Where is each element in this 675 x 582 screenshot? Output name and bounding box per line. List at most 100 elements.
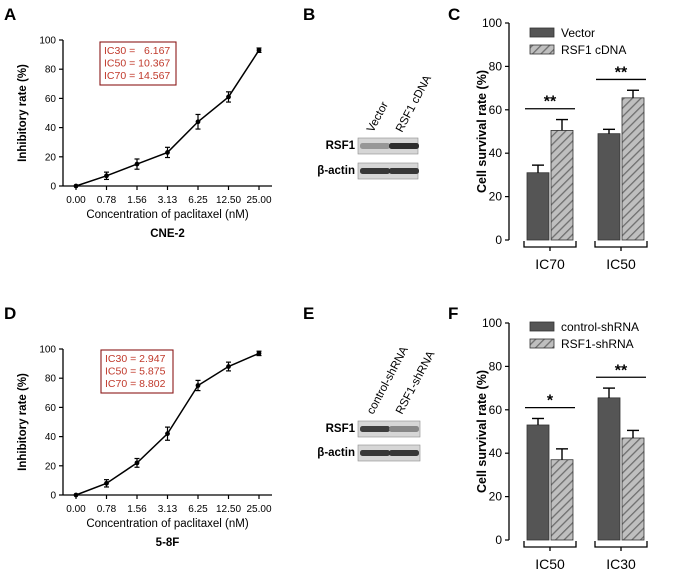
- blot-band: [360, 143, 390, 149]
- y-tick-label: 80: [45, 65, 57, 76]
- blot-band: [360, 426, 390, 432]
- data-point: [165, 150, 170, 155]
- significance-marker: *: [547, 393, 554, 410]
- chart-title: CNE-2: [150, 228, 185, 240]
- y-tick-label: 60: [45, 403, 57, 414]
- x-axis-label: Concentration of paclitaxel (nM): [86, 518, 249, 530]
- bar-series-2: [621, 437, 645, 541]
- x-tick-label: 3.13: [158, 195, 178, 206]
- blot-band: [360, 168, 390, 174]
- panel-c-bar-chart: 0 20 40 60 80 100 Cell survival rate (%) IC70 **…: [475, 16, 648, 272]
- legend-swatch-2: [529, 44, 555, 55]
- legend-swatch-1: [529, 321, 555, 332]
- y-tick-label: 80: [489, 359, 503, 373]
- bar-series-1: [597, 133, 621, 241]
- y-tick-label: 100: [39, 345, 56, 356]
- y-tick-label: 80: [45, 374, 57, 385]
- blot-row-label: RSF1: [326, 140, 356, 152]
- data-point: [134, 460, 140, 466]
- y-tick-label: 40: [45, 432, 57, 443]
- x-tick-label: 0.78: [97, 195, 117, 206]
- y-tick-label: 0: [50, 491, 56, 502]
- blot-band: [389, 450, 419, 456]
- chart-title: 5-8F: [156, 537, 180, 549]
- y-tick-label: 80: [489, 59, 503, 73]
- x-tick-label: 0.78: [97, 504, 117, 515]
- x-tick-label: 1.56: [127, 195, 147, 206]
- y-tick-label: 100: [482, 316, 502, 330]
- lane-label: Vector: [365, 100, 391, 135]
- y-axis-label: Inhibitory rate (%): [17, 64, 29, 162]
- blot-band: [360, 450, 390, 456]
- y-tick-label: 20: [489, 490, 503, 504]
- ic-value-line: IC70 = 14.567: [104, 70, 170, 82]
- x-category-label: IC70: [535, 256, 565, 272]
- data-point: [104, 173, 109, 179]
- group-bracket: [523, 241, 577, 248]
- ic-value-line: IC30 = 2.947: [105, 353, 166, 365]
- y-axis-label: Cell survival rate (%): [475, 70, 489, 193]
- y-tick-label: 60: [489, 403, 503, 417]
- x-category-label: IC50: [606, 256, 636, 272]
- panel-f-bar-chart: 0 20 40 60 80 100 Cell survival rate (%) IC50 * I…: [475, 316, 648, 572]
- panel-letter-a: A: [4, 5, 16, 24]
- x-category-label: IC50: [535, 556, 565, 572]
- ic-value-line: IC70 = 8.802: [105, 378, 166, 390]
- y-tick-label: 20: [45, 152, 57, 163]
- ic-value-box: [99, 41, 177, 86]
- y-axis-label: Inhibitory rate (%): [17, 373, 29, 471]
- data-point: [165, 431, 170, 437]
- blot-band: [389, 143, 419, 149]
- panel-a-line-chart: 0 20 40 60 80 100 0.00 0.78 1.56 3.13 6.25 12.50 25.…: [17, 36, 272, 240]
- x-tick-label: 12.50: [216, 504, 241, 515]
- data-point: [226, 94, 231, 100]
- y-tick-label: 20: [489, 190, 503, 204]
- legend-label: RSF1-shRNA: [561, 337, 634, 351]
- x-tick-label: 0.00: [66, 504, 86, 515]
- data-point: [134, 161, 140, 167]
- ic-value-line: IC50 = 5.875: [105, 366, 166, 378]
- x-tick-label: 6.25: [188, 504, 208, 515]
- blot-row-label: β-actin: [317, 447, 355, 459]
- legend-label: control-shRNA: [561, 320, 639, 334]
- legend-label: RSF1 cDNA: [561, 43, 626, 57]
- blot-row-label: RSF1: [326, 423, 356, 435]
- data-point: [256, 350, 262, 356]
- bar-series-1: [597, 397, 621, 541]
- x-tick-label: 1.56: [127, 504, 147, 515]
- lane-label: RSF1 cDNA: [394, 73, 434, 134]
- bar-series-2: [550, 130, 574, 241]
- y-tick-label: 100: [39, 36, 56, 47]
- panel-letter-e: E: [303, 304, 314, 323]
- y-tick-label: 40: [489, 446, 503, 460]
- x-tick-label: 0.00: [66, 195, 86, 206]
- group-bracket: [594, 541, 648, 548]
- y-tick-label: 0: [495, 233, 502, 247]
- x-tick-label: 3.13: [158, 504, 178, 515]
- ic-value-line: IC50 = 10.367: [104, 58, 170, 70]
- panel-letter-d: D: [4, 304, 16, 323]
- data-point: [73, 183, 79, 189]
- data-point: [104, 480, 109, 486]
- ic-value-box: [100, 349, 174, 394]
- panel-letter-f: F: [448, 304, 458, 323]
- data-point: [195, 383, 201, 388]
- x-tick-label: 25.00: [246, 504, 271, 515]
- legend-swatch-1: [529, 27, 555, 38]
- x-category-label: IC30: [606, 556, 636, 572]
- significance-marker: **: [615, 64, 628, 81]
- panel-letter-c: C: [448, 5, 460, 24]
- panel-letter-b: B: [303, 5, 315, 24]
- y-tick-label: 0: [50, 182, 56, 193]
- data-point: [73, 492, 79, 498]
- y-tick-label: 60: [45, 94, 57, 105]
- y-tick-label: 40: [489, 146, 503, 160]
- data-point: [226, 364, 231, 369]
- y-tick-label: 20: [45, 461, 57, 472]
- blot-band: [389, 426, 419, 432]
- blot-band: [389, 168, 419, 174]
- y-tick-label: 40: [45, 123, 57, 134]
- legend-swatch-2: [529, 338, 555, 349]
